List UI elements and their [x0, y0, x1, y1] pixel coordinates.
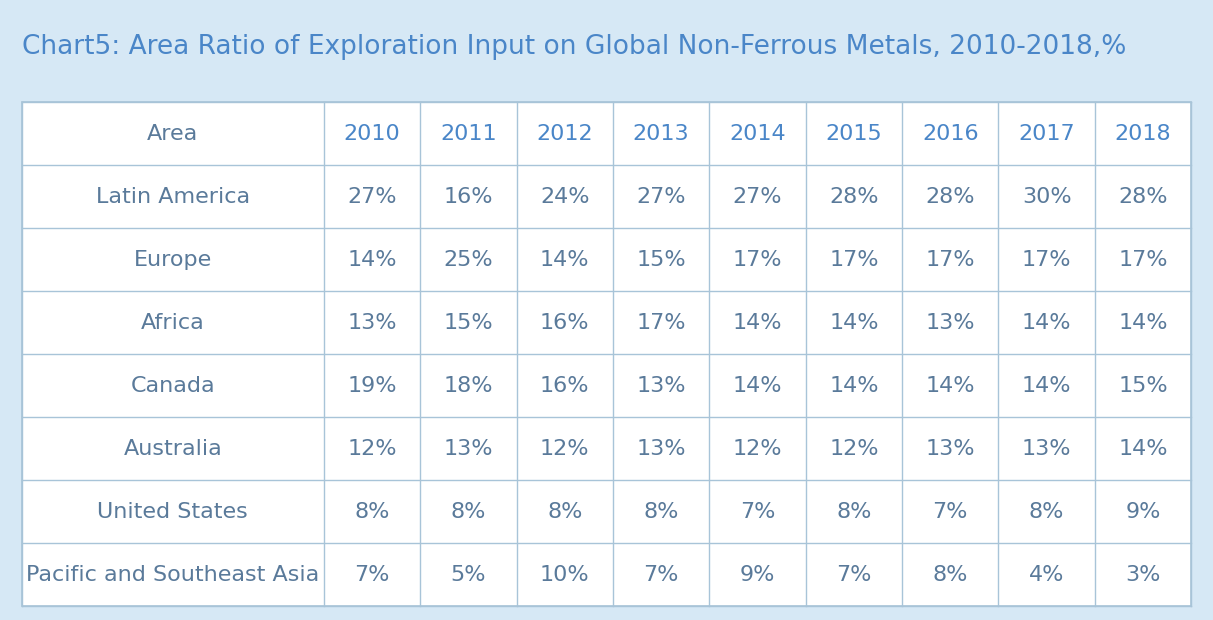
Text: 14%: 14%	[540, 250, 590, 270]
Text: Chart5: Area Ratio of Exploration Input on Global Non-Ferrous Metals, 2010-2018,: Chart5: Area Ratio of Exploration Input …	[22, 34, 1126, 60]
Text: 14%: 14%	[926, 376, 975, 396]
Text: 17%: 17%	[733, 250, 782, 270]
Text: 4%: 4%	[1029, 565, 1064, 585]
Text: 28%: 28%	[1118, 187, 1168, 207]
Text: 17%: 17%	[637, 313, 685, 333]
Text: 5%: 5%	[450, 565, 486, 585]
Text: 12%: 12%	[830, 439, 878, 459]
Text: 13%: 13%	[926, 439, 975, 459]
Bar	[22, 102, 1191, 606]
Text: 14%: 14%	[1118, 439, 1168, 459]
Text: 3%: 3%	[1126, 565, 1161, 585]
Text: 13%: 13%	[1021, 439, 1071, 459]
Text: 2017: 2017	[1018, 124, 1075, 144]
Text: 7%: 7%	[643, 565, 679, 585]
Text: 25%: 25%	[444, 250, 494, 270]
Text: 10%: 10%	[540, 565, 590, 585]
Text: 2012: 2012	[536, 124, 593, 144]
Text: 17%: 17%	[926, 250, 975, 270]
Text: 27%: 27%	[733, 187, 782, 207]
Text: 17%: 17%	[830, 250, 878, 270]
Text: 8%: 8%	[354, 502, 389, 522]
Text: 14%: 14%	[733, 376, 782, 396]
Text: Pacific and Southeast Asia: Pacific and Southeast Asia	[27, 565, 319, 585]
Text: 9%: 9%	[740, 565, 775, 585]
Text: 2010: 2010	[343, 124, 400, 144]
Text: United States: United States	[97, 502, 249, 522]
Text: 16%: 16%	[540, 313, 590, 333]
Text: 13%: 13%	[347, 313, 397, 333]
Text: 27%: 27%	[347, 187, 397, 207]
Text: 7%: 7%	[836, 565, 871, 585]
Text: 18%: 18%	[444, 376, 492, 396]
Text: 14%: 14%	[733, 313, 782, 333]
Text: 15%: 15%	[1118, 376, 1168, 396]
Text: 7%: 7%	[354, 565, 389, 585]
Text: 8%: 8%	[933, 565, 968, 585]
Text: 8%: 8%	[1029, 502, 1064, 522]
Text: 13%: 13%	[637, 376, 685, 396]
Text: 7%: 7%	[740, 502, 775, 522]
Text: 13%: 13%	[637, 439, 685, 459]
Text: Europe: Europe	[133, 250, 212, 270]
Text: 30%: 30%	[1021, 187, 1071, 207]
Text: 2014: 2014	[729, 124, 786, 144]
Text: Africa: Africa	[141, 313, 205, 333]
Text: 2016: 2016	[922, 124, 979, 144]
Text: 14%: 14%	[1118, 313, 1168, 333]
Text: 9%: 9%	[1126, 502, 1161, 522]
Text: 17%: 17%	[1021, 250, 1071, 270]
Text: 14%: 14%	[830, 313, 878, 333]
Text: 2015: 2015	[826, 124, 882, 144]
Text: 24%: 24%	[540, 187, 590, 207]
Text: 27%: 27%	[637, 187, 685, 207]
Text: 15%: 15%	[637, 250, 685, 270]
Text: 14%: 14%	[1021, 376, 1071, 396]
Text: 8%: 8%	[643, 502, 679, 522]
Text: 7%: 7%	[933, 502, 968, 522]
Text: Latin America: Latin America	[96, 187, 250, 207]
Text: 2013: 2013	[633, 124, 689, 144]
Text: 16%: 16%	[540, 376, 590, 396]
Text: 17%: 17%	[1118, 250, 1168, 270]
Text: 12%: 12%	[347, 439, 397, 459]
Text: Canada: Canada	[131, 376, 215, 396]
Text: 8%: 8%	[450, 502, 486, 522]
Text: 2011: 2011	[440, 124, 496, 144]
Text: 13%: 13%	[926, 313, 975, 333]
Text: 19%: 19%	[347, 376, 397, 396]
Text: 28%: 28%	[830, 187, 878, 207]
Text: 12%: 12%	[733, 439, 782, 459]
Text: 13%: 13%	[444, 439, 492, 459]
Text: 15%: 15%	[444, 313, 494, 333]
Text: 8%: 8%	[547, 502, 582, 522]
Text: Area: Area	[147, 124, 199, 144]
Text: 14%: 14%	[830, 376, 878, 396]
Text: 12%: 12%	[540, 439, 590, 459]
Text: 14%: 14%	[1021, 313, 1071, 333]
Text: 2018: 2018	[1115, 124, 1172, 144]
Text: Australia: Australia	[124, 439, 222, 459]
Text: 14%: 14%	[347, 250, 397, 270]
Text: 28%: 28%	[926, 187, 975, 207]
Text: 8%: 8%	[836, 502, 871, 522]
Text: 16%: 16%	[444, 187, 492, 207]
